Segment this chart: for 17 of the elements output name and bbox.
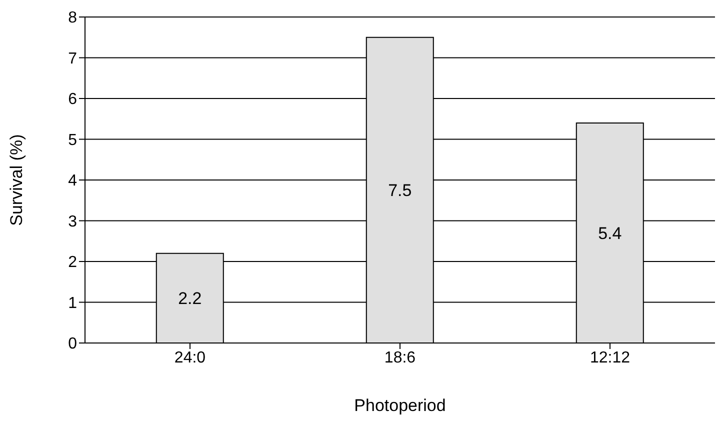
data-label: 7.5 [388,181,412,200]
x-tick-label: 24:0 [174,349,206,366]
x-axis-title: Photoperiod [354,396,446,415]
y-tick-label: 4 [68,172,78,190]
y-tick-label: 1 [68,294,78,312]
y-tick-label: 3 [68,213,78,230]
y-tick-label: 0 [68,336,78,353]
y-tick-label: 7 [68,50,78,68]
y-tick-label: 6 [68,91,78,108]
y-tick-label: 5 [68,132,78,149]
data-label: 2.2 [178,289,202,308]
y-tick-label: 8 [68,10,78,27]
y-axis-title: Survival (%) [7,134,26,226]
x-tick-label: 18:6 [384,349,416,366]
x-tick-label: 12:12 [590,349,630,366]
y-tick-label: 2 [68,254,78,272]
data-label: 5.4 [598,224,622,244]
